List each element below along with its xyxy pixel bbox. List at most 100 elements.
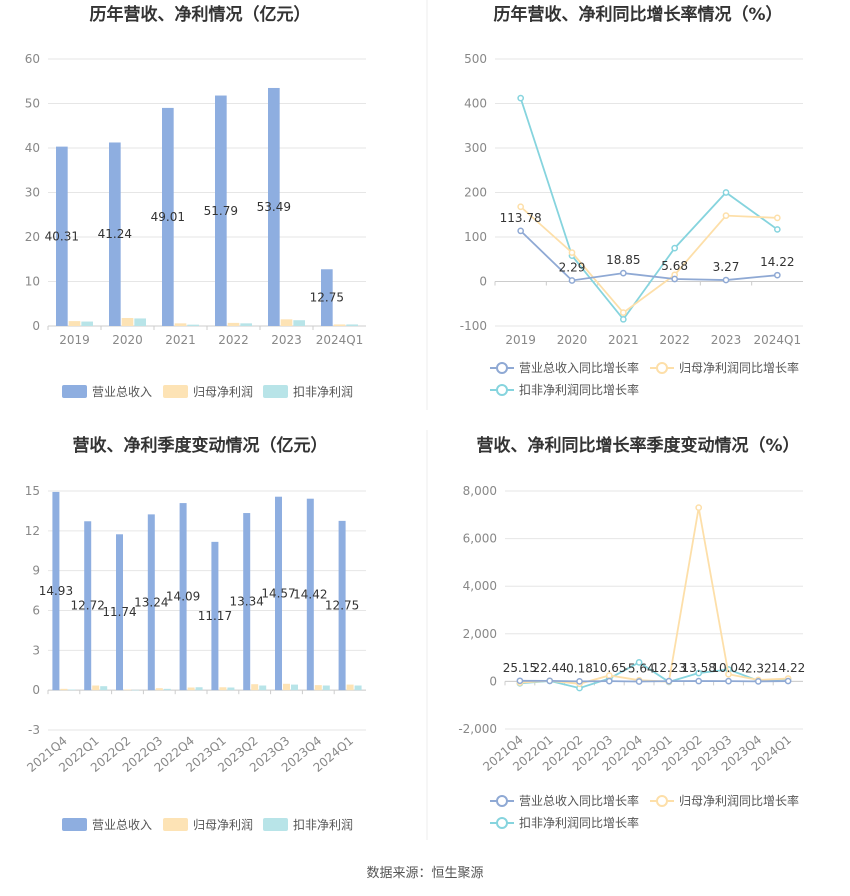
- data-label: 12.72: [71, 599, 105, 613]
- line-point: [635, 678, 643, 685]
- line-point: [722, 276, 730, 284]
- y-tick-label: 200: [464, 186, 487, 200]
- bar-parent-profit: [346, 684, 354, 691]
- y-tick-label: 40: [25, 141, 40, 155]
- bar-deducted-profit: [100, 686, 108, 691]
- bar-parent-profit: [314, 685, 322, 691]
- data-label: 18.85: [606, 253, 640, 267]
- line-point: [605, 677, 613, 685]
- bar-revenue: [275, 496, 283, 691]
- bar-parent-profit: [124, 689, 131, 691]
- data-label: 14.42: [293, 587, 327, 601]
- x-tick-label: 2019: [59, 333, 90, 347]
- bar-revenue: [52, 491, 60, 691]
- legend-label: 营业总收入同比增长率: [519, 793, 639, 808]
- y-tick-label: 0: [479, 275, 487, 289]
- line-series-revenue-growth: [519, 679, 789, 683]
- bar-revenue: [147, 514, 155, 691]
- y-tick-label: -3: [28, 723, 40, 737]
- bar-parent-profit: [283, 683, 290, 691]
- data-label: 12.75: [310, 291, 344, 305]
- data-label: 11.17: [198, 609, 232, 623]
- line-point: [784, 677, 792, 685]
- line-point: [517, 227, 525, 235]
- line-point: [722, 189, 730, 196]
- legend-label: 归母净利润同比增长率: [679, 360, 799, 375]
- y-tick-label: 30: [25, 186, 40, 200]
- y-tick-label: 6: [32, 604, 40, 618]
- data-label: 14.57: [261, 586, 295, 600]
- data-label: 12.75: [325, 599, 359, 613]
- bar-parent-profit: [92, 685, 100, 691]
- chart-title: 营收、净利季度变动情况（亿元）: [73, 435, 328, 456]
- legend-swatch-marker: [656, 362, 668, 374]
- data-label: 11.74: [102, 605, 136, 619]
- bar-deducted-profit: [187, 324, 199, 326]
- legend-label: 归母净利润: [193, 385, 253, 399]
- legend-label: 扣非净利润同比增长率: [519, 382, 639, 397]
- data-label: 5.68: [661, 259, 688, 273]
- y-tick-label: 9: [32, 564, 40, 578]
- legend-swatch: [62, 818, 87, 831]
- bar-parent-profit: [219, 687, 227, 691]
- legend-swatch-marker: [496, 384, 508, 396]
- line-series-revenue-growth: [520, 230, 778, 282]
- line-point: [773, 226, 781, 233]
- bar-revenue: [56, 146, 68, 326]
- y-tick-label: 6,000: [463, 532, 497, 546]
- line-point: [722, 212, 730, 219]
- x-tick-label: 2019: [505, 333, 536, 347]
- x-tick-label: 2024Q1: [316, 333, 364, 347]
- bar-revenue: [116, 534, 124, 691]
- line-series-deducted-profit-growth: [519, 97, 778, 321]
- chart-title: 营收、净利同比增长率季度变动情况（%）: [476, 435, 799, 456]
- y-tick-label: 2,000: [463, 627, 497, 641]
- bar-deducted-profit: [227, 687, 235, 691]
- bar-revenue: [162, 107, 174, 326]
- x-tick-label: 2020: [112, 333, 143, 347]
- legend-label: 扣非净利润同比增长率: [519, 815, 639, 830]
- legend-label: 营业总收入: [92, 385, 152, 399]
- bar-revenue: [243, 513, 251, 691]
- line-point: [635, 659, 643, 666]
- data-label: 10.65: [592, 661, 626, 675]
- bar-deducted-profit: [322, 685, 330, 691]
- line-point: [695, 677, 703, 685]
- x-tick-label: 2022: [659, 333, 690, 347]
- chart-title: 历年营收、净利同比增长率情况（%）: [493, 4, 782, 25]
- bar-parent-profit: [187, 687, 195, 691]
- y-tick-label: 0: [32, 319, 40, 333]
- bar-parent-profit: [60, 688, 68, 691]
- bar-parent-profit: [155, 688, 163, 691]
- bar-revenue: [321, 269, 333, 326]
- bar-deducted-profit: [195, 687, 203, 691]
- bar-deducted-profit: [346, 324, 358, 326]
- y-tick-label: 10: [25, 275, 40, 289]
- data-source-note: 数据来源：恒生聚源: [366, 865, 484, 880]
- legend-swatch: [62, 385, 87, 398]
- bar-revenue: [306, 498, 314, 691]
- line-point: [725, 677, 732, 685]
- line-series-parent-profit-growth: [519, 507, 789, 685]
- data-label: 14.22: [771, 661, 805, 675]
- data-label: 3.27: [713, 260, 740, 274]
- bar-deducted-profit: [134, 318, 146, 326]
- line-point: [568, 249, 576, 256]
- legend-label: 扣非净利润: [293, 818, 353, 832]
- data-label: 14.93: [39, 584, 73, 598]
- line-point: [517, 94, 525, 102]
- line-point: [516, 677, 524, 685]
- chart-panel-4: 营收、净利同比增长率季度变动情况（%） -2,000 0 2,000 4,000 6,00…: [458, 435, 805, 830]
- legend-swatch: [263, 385, 288, 398]
- bar-revenue: [179, 503, 187, 691]
- x-tick-label: 2021: [165, 333, 196, 347]
- y-tick-label: 100: [464, 230, 487, 244]
- line-point: [568, 277, 576, 284]
- bar-deducted-profit: [131, 689, 139, 691]
- bar-deducted-profit: [240, 323, 252, 326]
- x-tick-label: 2021: [608, 333, 639, 347]
- bar-parent-profit: [227, 322, 240, 326]
- y-tick-label: 20: [25, 230, 40, 244]
- bar-revenue: [268, 87, 280, 326]
